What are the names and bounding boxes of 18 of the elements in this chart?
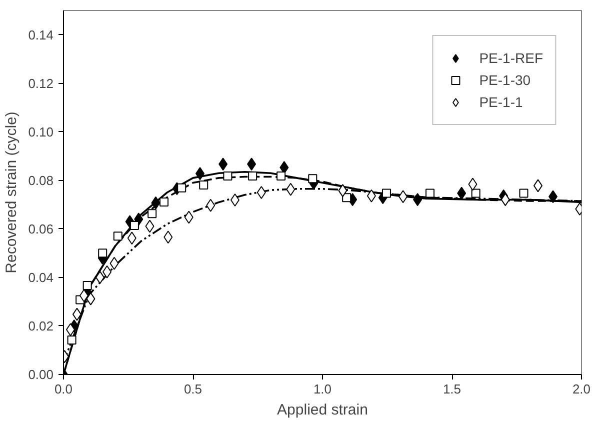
legend-label: PE-1-30 xyxy=(479,72,531,88)
x-tick-label: 1.0 xyxy=(313,382,332,396)
y-tick-label: 0.06 xyxy=(28,221,54,236)
legend-label: PE-1-REF xyxy=(479,50,543,66)
x-tick-label: 0.5 xyxy=(184,382,202,396)
y-tick-label: 0.08 xyxy=(28,172,54,188)
x-tick-label: 1.5 xyxy=(442,382,462,396)
y-tick-label: 0.10 xyxy=(28,124,54,140)
y-tick-label: 0.12 xyxy=(28,76,54,91)
x-tick-label: 2.0 xyxy=(572,382,591,396)
y-tick-label: 0.02 xyxy=(28,318,54,334)
y-axis-title: Recovered strain (cycle) xyxy=(3,112,20,274)
y-tick-label: 0.00 xyxy=(28,367,54,382)
legend-label: PE-1-1 xyxy=(479,94,523,110)
x-tick-label: 0.0 xyxy=(54,382,73,396)
x-axis-title: Applied strain xyxy=(277,402,368,418)
y-tick-label: 0.04 xyxy=(28,270,54,285)
y-tick-label: 0.14 xyxy=(28,27,54,42)
